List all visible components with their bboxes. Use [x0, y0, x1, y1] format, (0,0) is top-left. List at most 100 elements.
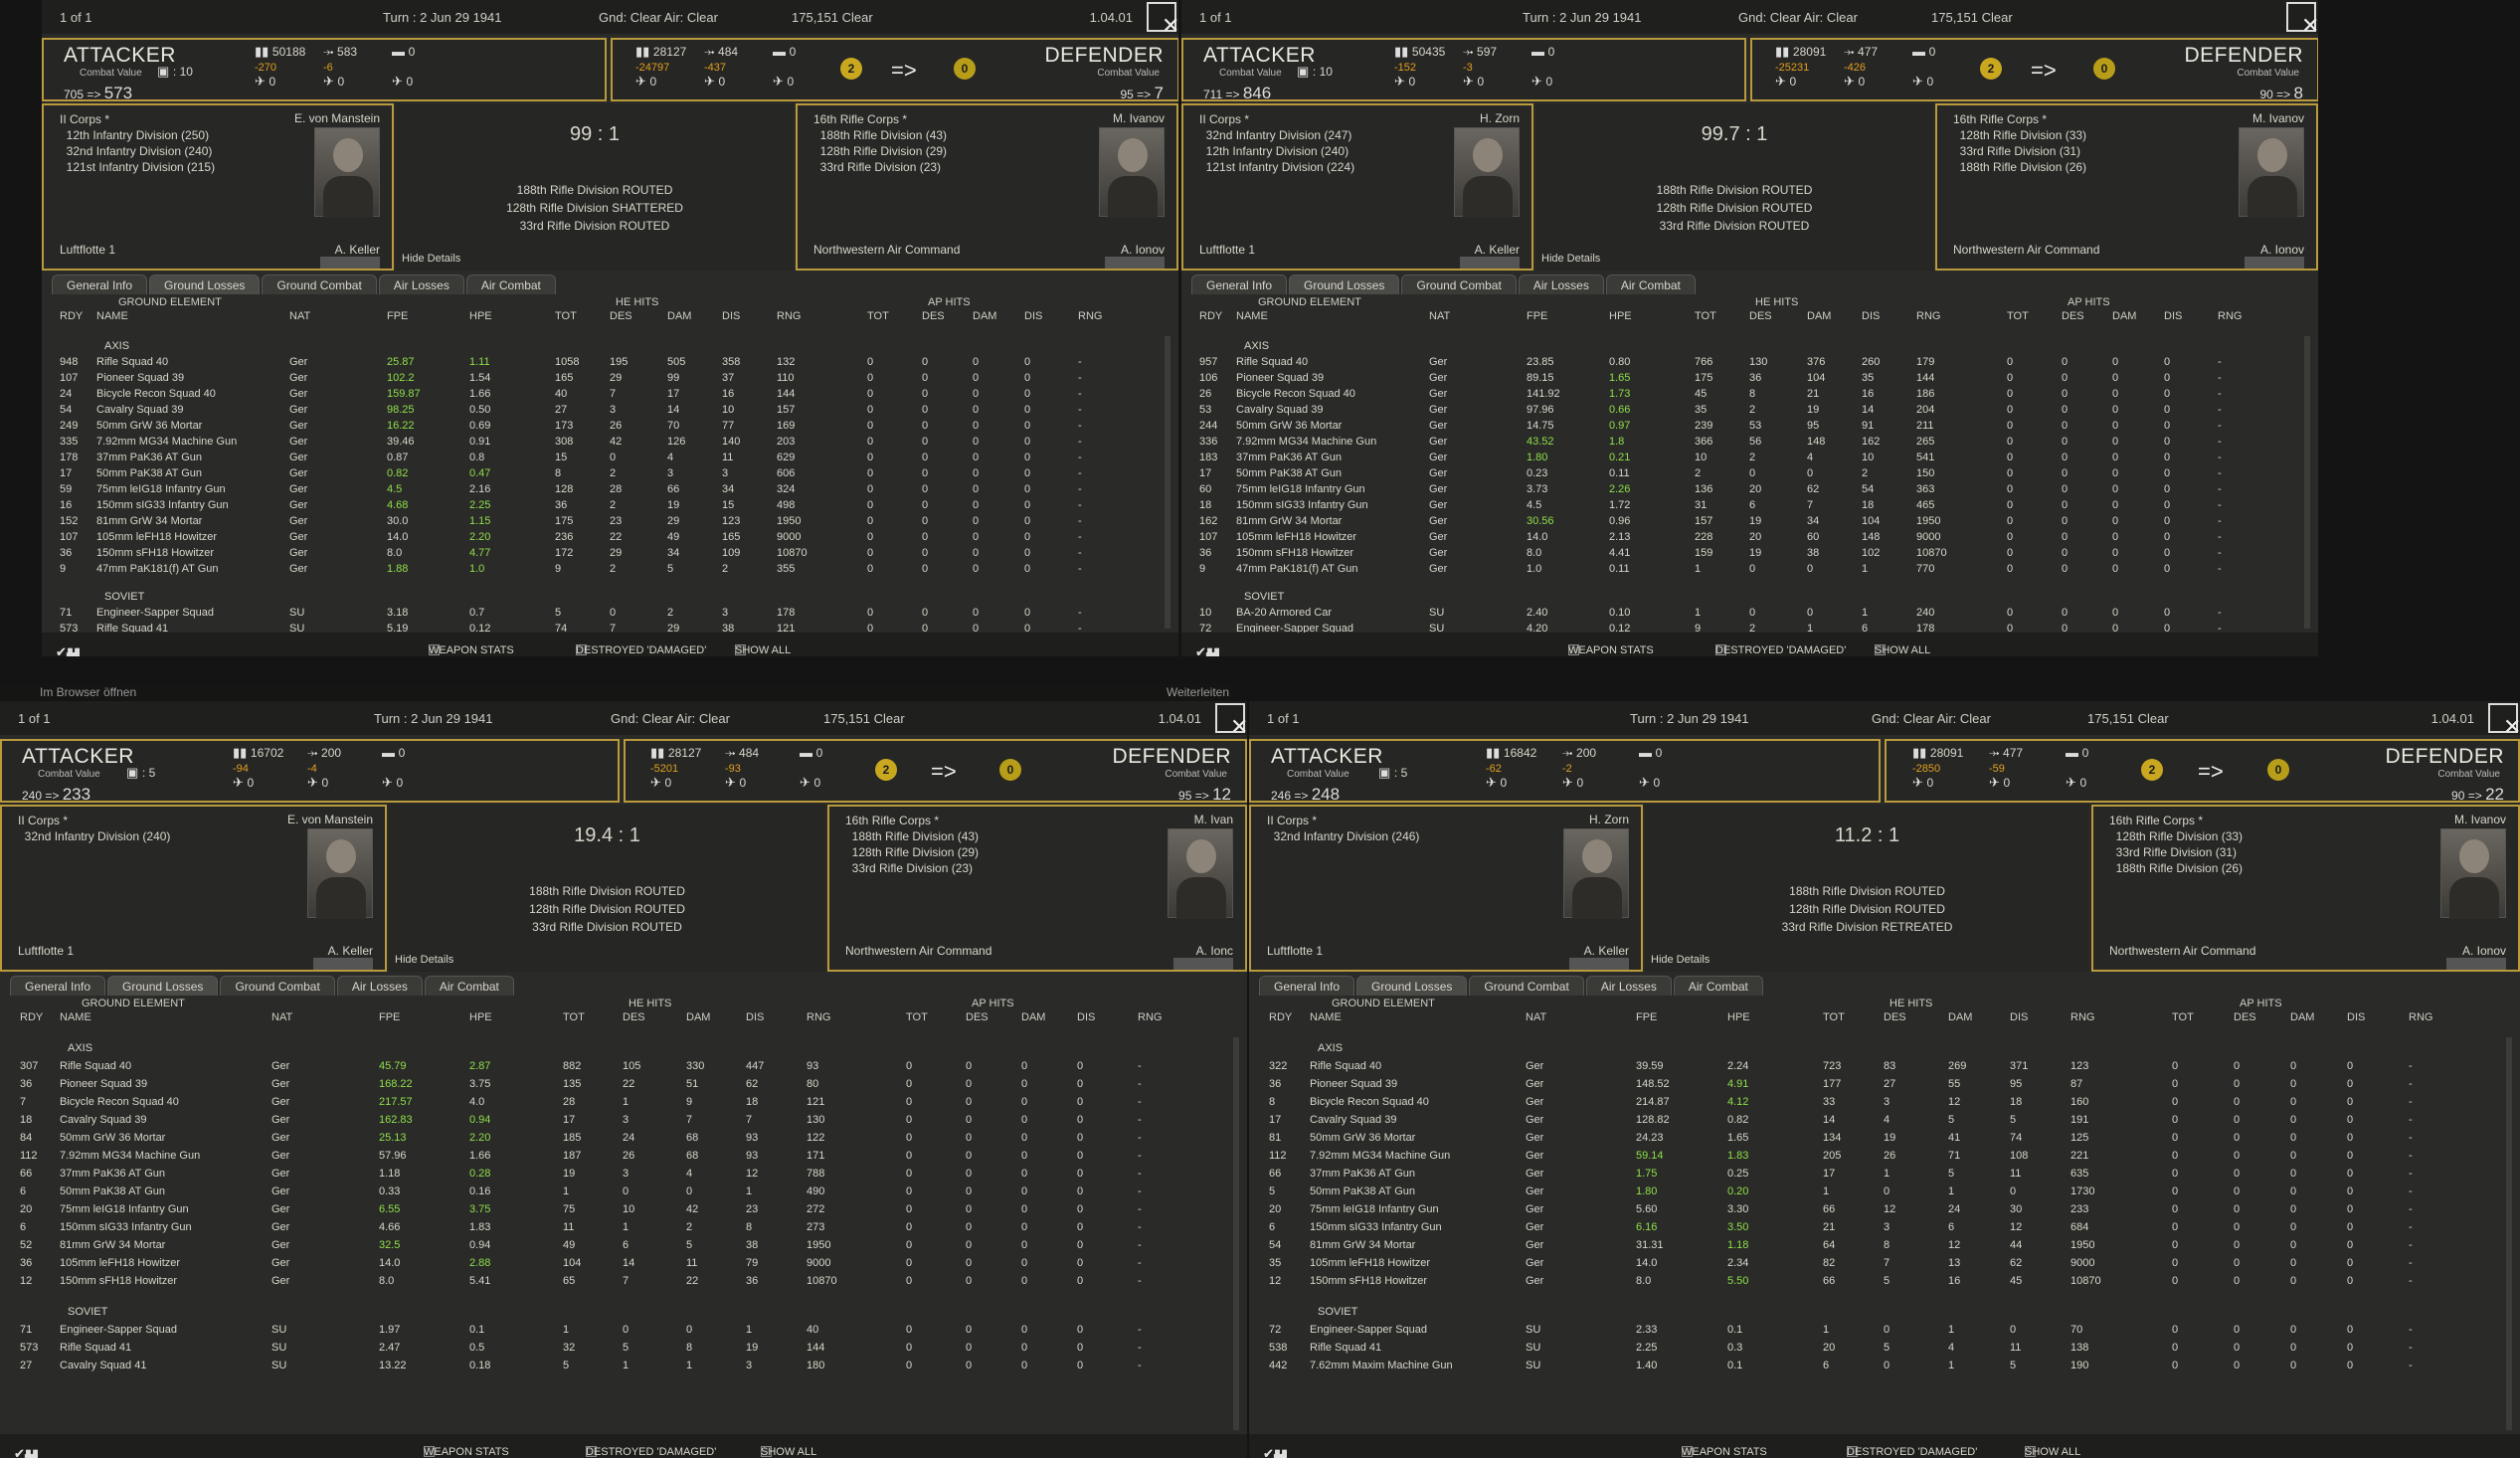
table-row[interactable]: 162 81mm GrW 34 Mortar Ger 30.56 0.96 157 19 34…	[1181, 515, 2318, 531]
tank-filter-icon[interactable]: ✔▬	[14, 1446, 38, 1458]
attacker-air-command[interactable]: Luftflotte 1	[60, 243, 116, 257]
defender-corps[interactable]: 16th Rifle Corps *	[1953, 112, 2048, 126]
column-header[interactable]: NAME	[60, 1011, 91, 1023]
table-row[interactable]: 244 50mm GrW 36 Mortar Ger 14.75 0.97 239 53 95…	[1181, 420, 2318, 436]
table-row[interactable]: 24 Bicycle Recon Squad 40 Ger 159.87 1.66 40 7…	[42, 388, 1178, 404]
tab-ground-losses[interactable]: Ground Losses	[1356, 976, 1468, 996]
column-header[interactable]: DAM	[2290, 1011, 2315, 1023]
column-header[interactable]: TOT	[555, 310, 577, 322]
table-row[interactable]: 84 50mm GrW 36 Mortar Ger 25.13 2.20 185 24 68 9…	[0, 1132, 1247, 1148]
tank-filter-icon[interactable]: ✔▬	[1195, 644, 1219, 656]
column-header[interactable]: DES	[2234, 1011, 2256, 1023]
column-header[interactable]: RNG	[2070, 1011, 2095, 1023]
infantry-filter-icon[interactable]: ✔▮▮	[1263, 1446, 1289, 1458]
gun-filter-icon[interactable]: ✔⤞	[1195, 644, 1217, 656]
table-row[interactable]: 20 75mm leIG18 Infantry Gun Ger 6.55 3.75 75 1…	[0, 1203, 1247, 1219]
column-header[interactable]: RNG	[1916, 310, 1941, 322]
column-header[interactable]: DIS	[1862, 310, 1881, 322]
open-in-browser-link[interactable]: Im Browser öffnen	[40, 685, 137, 699]
table-row[interactable]: 54 81mm GrW 34 Mortar Ger 31.31 1.18 64 8 12 44 1…	[1249, 1239, 2520, 1255]
tab-ground-combat[interactable]: Ground Combat	[1401, 274, 1517, 294]
column-header[interactable]: HPE	[469, 1011, 492, 1023]
table-row[interactable]: 35 105mm leFH18 Howitzer Ger 14.0 2.34 82 7 13 6…	[1249, 1257, 2520, 1273]
table-scrollbar[interactable]	[2304, 336, 2310, 629]
column-header[interactable]: NAME	[1236, 310, 1268, 322]
table-row[interactable]: 152 81mm GrW 34 Mortar Ger 30.0 1.15 175 23 29 1…	[42, 515, 1178, 531]
table-row[interactable]: 307 Rifle Squad 40 Ger 45.79 2.87 882 105 330 44…	[0, 1060, 1247, 1076]
tab-general-info[interactable]: General Info	[1191, 274, 1288, 294]
forward-link[interactable]: Weiterleiten	[1166, 685, 1229, 699]
table-row[interactable]: 36 Pioneer Squad 39 Ger 148.52 4.91 177 27 55 95…	[1249, 1078, 2520, 1094]
hide-details-button[interactable]: Hide Details	[402, 253, 461, 265]
hide-details-button[interactable]: Hide Details	[1541, 253, 1601, 265]
defender-air-command[interactable]: Northwestern Air Command	[845, 944, 992, 958]
checkbox-icon[interactable]	[2025, 1446, 2036, 1457]
column-header[interactable]: DES	[1884, 1011, 1906, 1023]
table-row[interactable]: 573 Rifle Squad 41 SU 5.19 0.12 74 7 29 38 121 0 0 0…	[42, 623, 1178, 638]
column-header[interactable]: DIS	[1024, 310, 1043, 322]
table-row[interactable]: 573 Rifle Squad 41 SU 2.47 0.5 32 5 8 19 144 0 0 0 0-	[0, 1342, 1247, 1358]
tab-air-combat[interactable]: Air Combat	[465, 274, 556, 294]
table-row[interactable]: 18 Cavalry Squad 39 Ger 162.83 0.94 17 3 7 7 130 0…	[0, 1114, 1247, 1130]
attacker-air-command[interactable]: Luftflotte 1	[1267, 944, 1324, 958]
tab-air-losses[interactable]: Air Losses	[336, 976, 423, 996]
defender-leader-portrait[interactable]	[2440, 828, 2506, 919]
column-header[interactable]: FPE	[1636, 1011, 1658, 1023]
table-row[interactable]: 20 75mm leIG18 Infantry Gun Ger 5.60 3.30 66 1…	[1249, 1203, 2520, 1219]
table-row[interactable]: 112 7.92mm MG34 Machine Gun Ger 59.14 1.83 20…	[1249, 1150, 2520, 1166]
column-header[interactable]: DIS	[1077, 1011, 1096, 1023]
close-button[interactable]: ✕	[1147, 2, 1178, 38]
table-row[interactable]: 6 150mm sIG33 Infantry Gun Ger 4.66 1.83 11 1 2…	[0, 1221, 1247, 1237]
tab-ground-combat[interactable]: Ground Combat	[262, 274, 377, 294]
attacker-leader-portrait[interactable]	[314, 127, 380, 218]
tank-filter-icon[interactable]: ✔▬	[56, 644, 80, 656]
column-header[interactable]: TOT	[867, 310, 889, 322]
table-row[interactable]: 27 Cavalry Squad 41 SU 13.22 0.18 5 1 1 3 180 0 0 0 0…	[0, 1360, 1247, 1375]
column-header[interactable]: RNG	[2409, 1011, 2433, 1023]
table-row[interactable]: 112 7.92mm MG34 Machine Gun Ger 57.96 1.66 18…	[0, 1150, 1247, 1166]
table-row[interactable]: 107 105mm leFH18 Howitzer Ger 14.0 2.13 228 20…	[1181, 531, 2318, 547]
tab-ground-losses[interactable]: Ground Losses	[1289, 274, 1400, 294]
table-row[interactable]: 71 Engineer-Sapper Squad SU 3.18 0.7 5 0 2 3 178 0…	[42, 607, 1178, 623]
table-row[interactable]: 36 105mm leFH18 Howitzer Ger 14.0 2.88 104 14 1…	[0, 1257, 1247, 1273]
defender-leader-portrait[interactable]	[2239, 127, 2304, 218]
table-row[interactable]: 26 Bicycle Recon Squad 40 Ger 141.92 1.73 45 8…	[1181, 388, 2318, 404]
checkbox-icon[interactable]	[761, 1446, 772, 1457]
tab-air-combat[interactable]: Air Combat	[424, 976, 514, 996]
checkbox-icon[interactable]	[429, 644, 440, 655]
checkbox-icon[interactable]	[576, 644, 587, 655]
column-header[interactable]: FPE	[379, 1011, 401, 1023]
table-row[interactable]: 17 Cavalry Squad 39 Ger 128.82 0.82 14 4 5 5 191 0…	[1249, 1114, 2520, 1130]
table-row[interactable]: 17 50mm PaK38 AT Gun Ger 0.23 0.11 2 0 0 2 150 0 0 0…	[1181, 467, 2318, 483]
tab-general-info[interactable]: General Info	[1259, 976, 1355, 996]
column-header[interactable]: DIS	[2164, 310, 2183, 322]
attacker-corps[interactable]: II Corps *	[1267, 814, 1318, 827]
column-header[interactable]: DES	[922, 310, 945, 322]
table-row[interactable]: 60 75mm leIG18 Infantry Gun Ger 3.73 2.26 136…	[1181, 483, 2318, 499]
checkbox-icon[interactable]	[1847, 1446, 1858, 1457]
column-header[interactable]: DAM	[1948, 1011, 1973, 1023]
defender-leader-portrait[interactable]	[1168, 828, 1233, 919]
tab-ground-losses[interactable]: Ground Losses	[149, 274, 261, 294]
table-row[interactable]: 12 150mm sFH18 Howitzer Ger 8.0 5.41 65 7 22 36 1…	[0, 1275, 1247, 1291]
table-row[interactable]: 107 Pioneer Squad 39 Ger 102.2 1.54 165 29 99 37…	[42, 372, 1178, 388]
table-scrollbar[interactable]	[2506, 1037, 2512, 1430]
column-header[interactable]: TOT	[1823, 1011, 1845, 1023]
table-row[interactable]: 10 BA-20 Armored Car SU 2.40 0.10 1 0 0 1 240 0 0 0 0…	[1181, 607, 2318, 623]
column-header[interactable]: TOT	[906, 1011, 928, 1023]
table-row[interactable]: 54 Cavalry Squad 39 Ger 98.25 0.50 27 3 14 10 157…	[42, 404, 1178, 420]
column-header[interactable]: RNG	[1078, 310, 1103, 322]
defender-leader-portrait[interactable]	[1099, 127, 1165, 218]
column-header[interactable]: DIS	[2010, 1011, 2029, 1023]
table-row[interactable]: 442 7.62mm Maxim Machine Gun SU 1.40 0.1 6 0 1 5…	[1249, 1360, 2520, 1375]
table-row[interactable]: 36 Pioneer Squad 39 Ger 168.22 3.75 135 22 51 62…	[0, 1078, 1247, 1094]
table-row[interactable]: 9 47mm PaK181(f) AT Gun Ger 1.88 1.0 9 2 5 2 355 0…	[42, 563, 1178, 579]
table-row[interactable]: 81 50mm GrW 36 Mortar Ger 24.23 1.65 134 19 41 7…	[1249, 1132, 2520, 1148]
column-header[interactable]: DAM	[1021, 1011, 1046, 1023]
column-header[interactable]: DAM	[1807, 310, 1832, 322]
column-header[interactable]: DAM	[667, 310, 692, 322]
tab-air-losses[interactable]: Air Losses	[1585, 976, 1672, 996]
table-row[interactable]: 106 Pioneer Squad 39 Ger 89.15 1.65 175 36 104 3…	[1181, 372, 2318, 388]
column-header[interactable]: FPE	[1527, 310, 1548, 322]
column-header[interactable]: RDY	[60, 310, 84, 322]
